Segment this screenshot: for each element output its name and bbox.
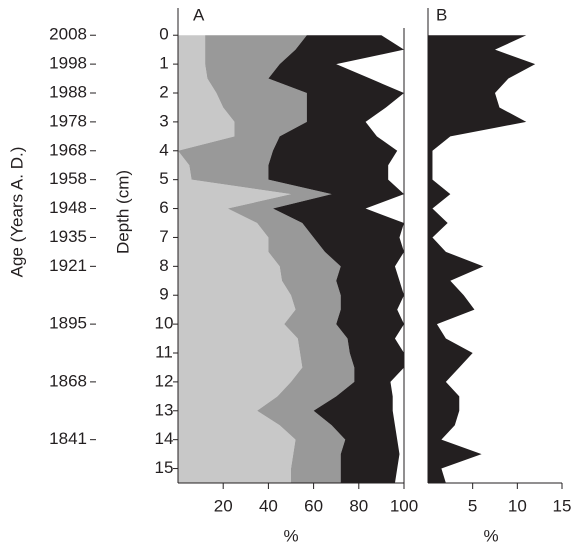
- y-tick-label: 3: [159, 111, 168, 130]
- y2-tick-label: 1948: [49, 198, 87, 217]
- x-tick-label: 80: [349, 496, 368, 515]
- y-axis-label: Depth (cm): [113, 170, 132, 254]
- y2-tick-label: 2008: [49, 25, 87, 44]
- x-tick-label: 15: [553, 496, 572, 515]
- y-tick-label: 12: [155, 371, 174, 390]
- y2-tick-label: 1998: [49, 54, 87, 73]
- y2-tick-label: 1921: [49, 256, 87, 275]
- y-tick-label: 5: [159, 169, 168, 188]
- y-tick-label: 4: [159, 140, 168, 159]
- panel-label: B: [436, 5, 447, 24]
- y-tick-label: 7: [159, 227, 168, 246]
- y2-axis-label: Age (Years A. D.): [7, 147, 26, 278]
- y2-tick-label: 1895: [49, 314, 87, 333]
- y-tick-label: 0: [159, 25, 168, 44]
- x-tick-label: 20: [214, 496, 233, 515]
- y-tick-label: 11: [155, 342, 173, 361]
- x-tick-label: 40: [259, 496, 278, 515]
- y-tick-label: 15: [155, 458, 174, 477]
- area-band: [428, 35, 536, 483]
- x-axis-label: %: [483, 526, 498, 545]
- y-tick-label: 9: [159, 285, 168, 304]
- x-axis-label: %: [283, 526, 298, 545]
- area-band: [178, 35, 355, 483]
- x-tick-label: 10: [508, 496, 527, 515]
- y2-tick-label: 1978: [49, 111, 87, 130]
- y2-tick-label: 1958: [49, 169, 87, 188]
- y2-tick-label: 1935: [49, 227, 87, 246]
- y-tick-label: 2: [159, 82, 168, 101]
- y2-tick-label: 1868: [49, 371, 87, 390]
- x-tick-label: 100: [390, 496, 418, 515]
- y-tick-label: 10: [155, 314, 174, 333]
- y-tick-label: 1: [159, 54, 168, 73]
- y2-tick-label: 1968: [49, 140, 87, 159]
- panel-label: A: [193, 5, 205, 24]
- y-tick-label: 6: [159, 198, 168, 217]
- x-tick-label: 5: [468, 496, 477, 515]
- y-tick-label: 13: [155, 400, 174, 419]
- x-tick-label: 60: [304, 496, 323, 515]
- y2-tick-label: 1988: [49, 82, 87, 101]
- y-tick-label: 14: [155, 429, 174, 448]
- area-band: [178, 35, 303, 483]
- y-tick-label: 8: [159, 256, 168, 275]
- y2-tick-label: 1841: [49, 429, 87, 448]
- area-band: [268, 35, 404, 483]
